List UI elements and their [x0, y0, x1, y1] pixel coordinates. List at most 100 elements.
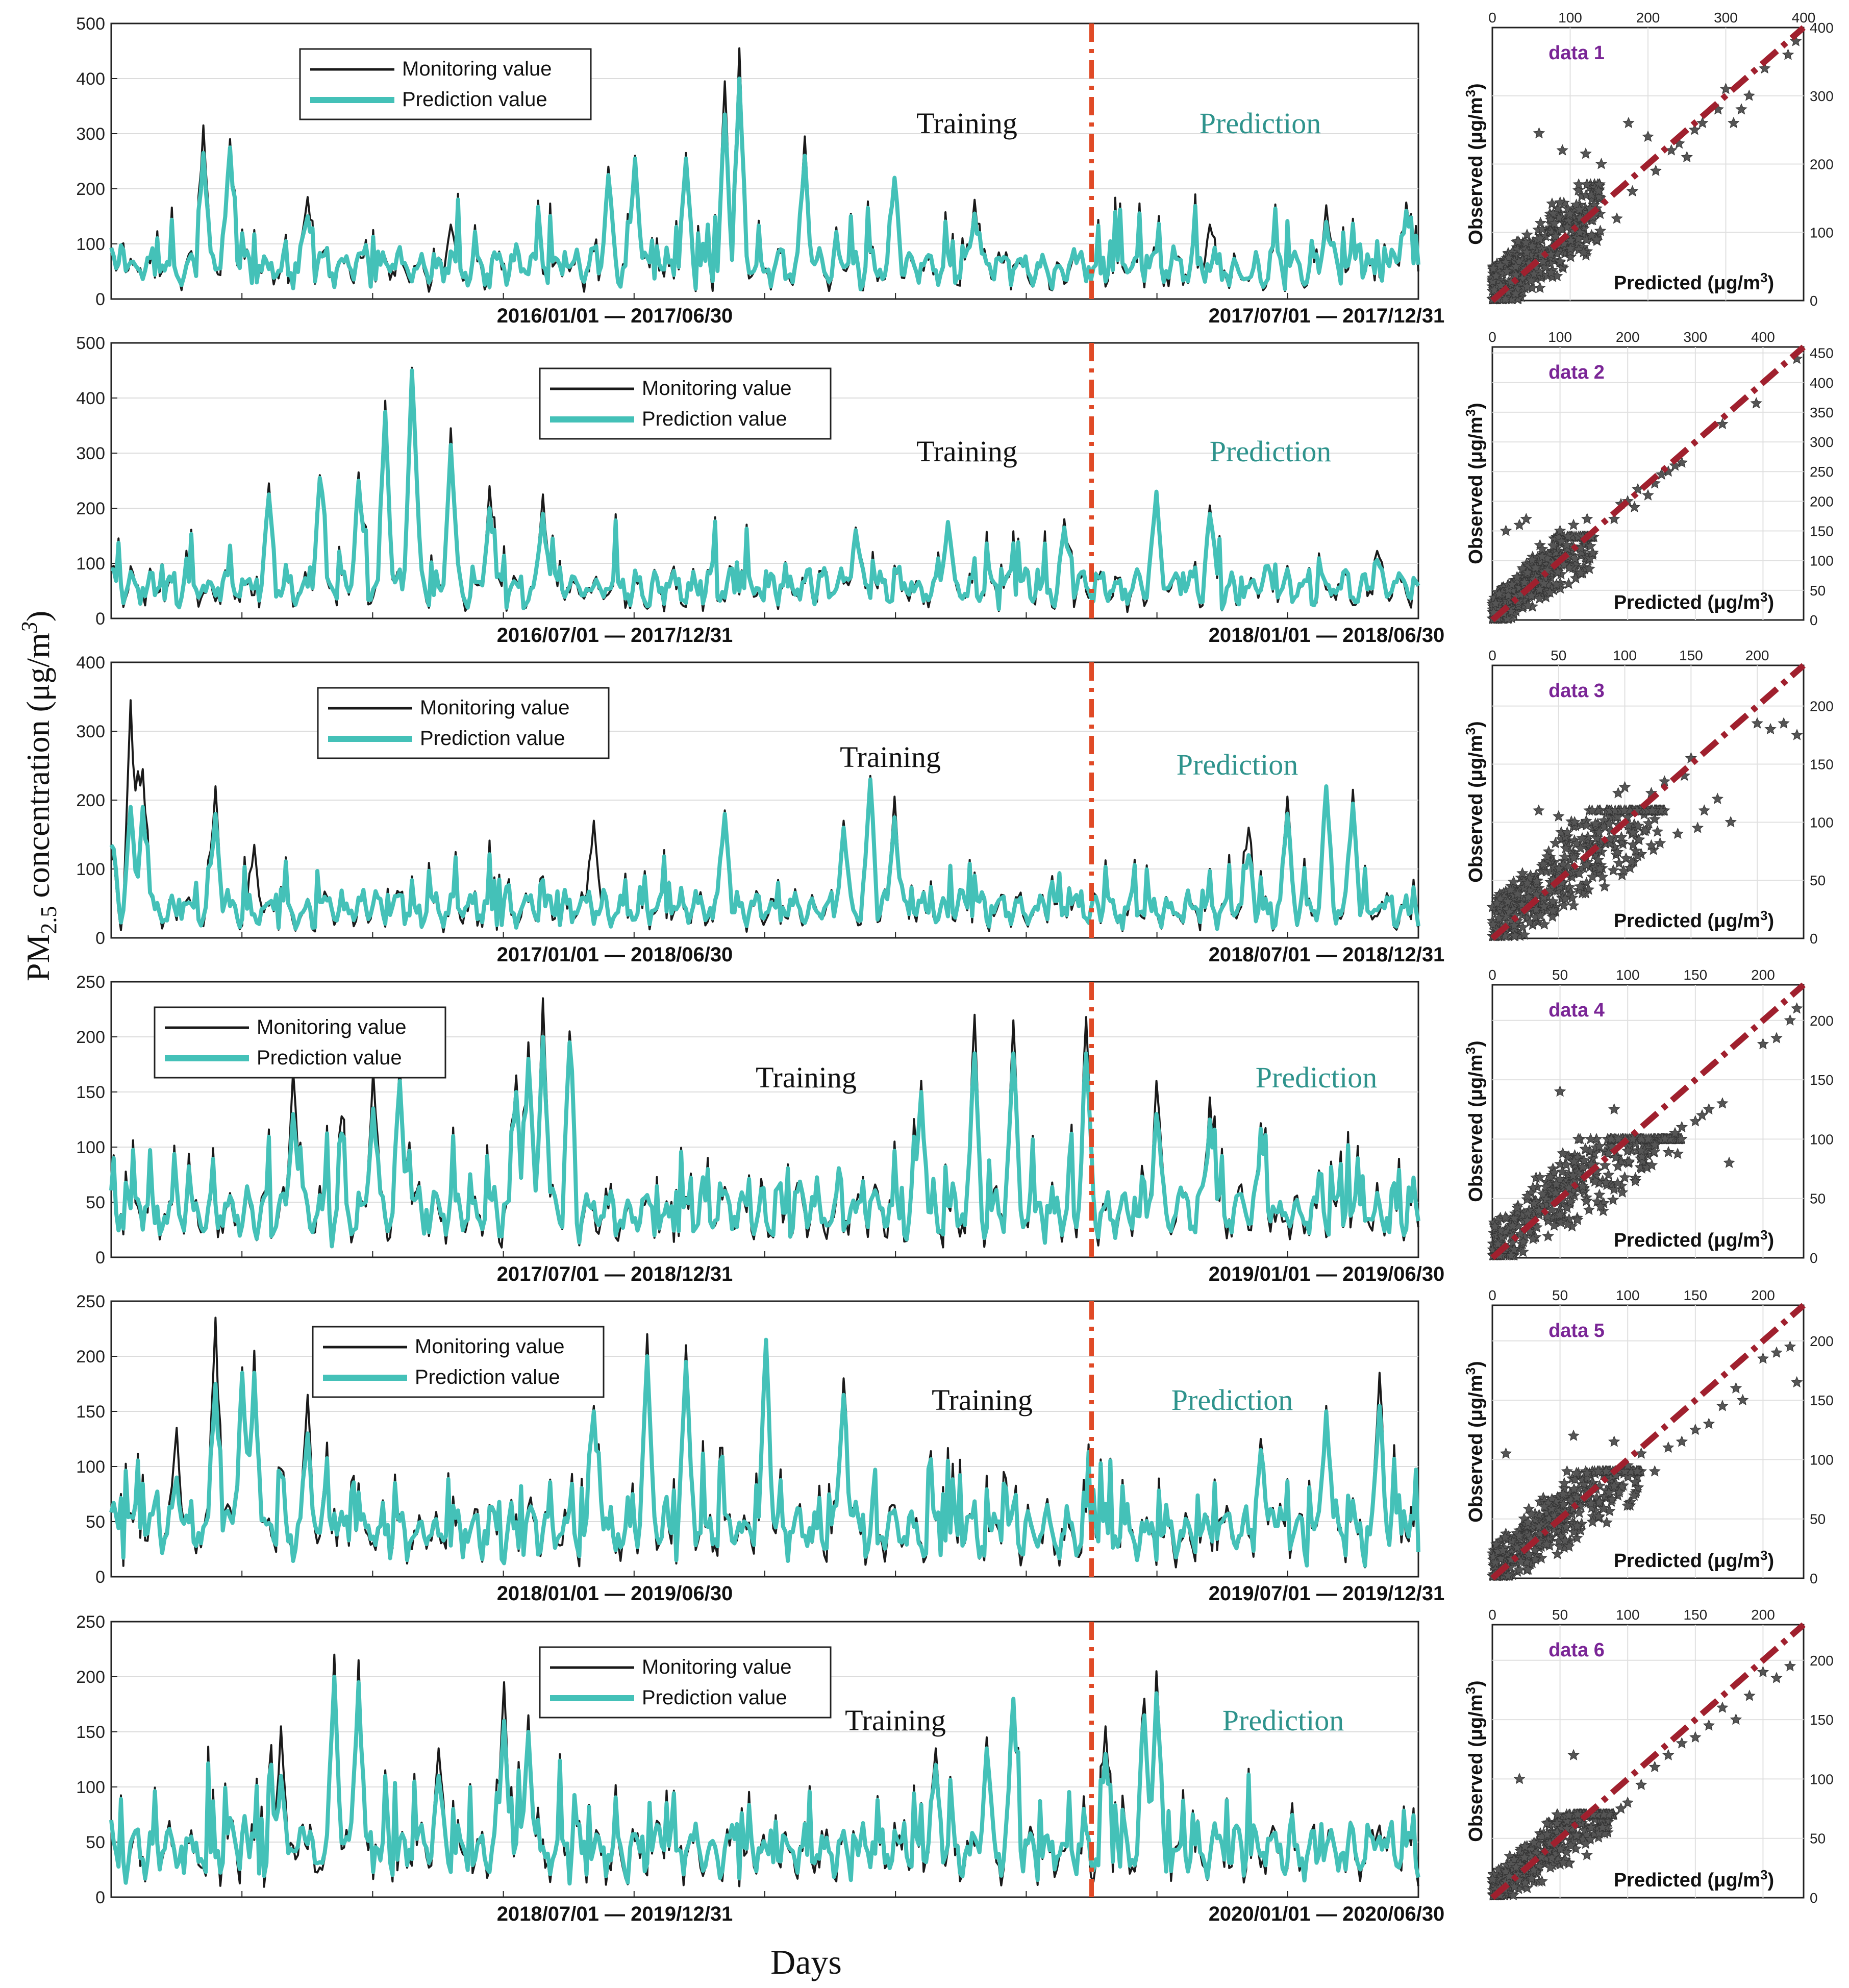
- y-tick-label: 0: [95, 929, 105, 948]
- scatter-point: [1607, 864, 1619, 876]
- scatter-x-tick-label: 100: [1616, 967, 1640, 983]
- scatter-dataset-label: data 4: [1548, 1000, 1605, 1021]
- training-period-label: 2018/01/01 — 2019/06/30: [497, 1582, 733, 1605]
- scatter-x-tick-label: 200: [1751, 1607, 1775, 1623]
- scatter-point: [1784, 1014, 1796, 1026]
- scatter-x-label: Predicted (μg/m3): [1614, 1227, 1774, 1251]
- scatter-point: [1561, 220, 1573, 232]
- scatter-x-tick-label: 100: [1616, 1287, 1640, 1303]
- scatter-point: [1648, 813, 1661, 825]
- scatter-point: [1533, 127, 1545, 139]
- prediction-period-label: 2019/01/01 — 2019/06/30: [1209, 1263, 1445, 1285]
- identity-line: [1490, 663, 1806, 941]
- scatter-x-tick-label: 200: [1751, 967, 1775, 983]
- scatter-point: [1518, 1851, 1531, 1863]
- scatter-x-tick-label: 100: [1613, 648, 1637, 663]
- scatter-point: [1547, 207, 1559, 219]
- scatter-point: [1569, 552, 1581, 564]
- scatter-point: [1506, 578, 1518, 590]
- scatter-point: [1627, 1133, 1639, 1145]
- scatter-point: [1583, 562, 1595, 574]
- scatter-point: [1534, 909, 1547, 921]
- timeseries-chart-2: 0 100 200 300 400 500 Monitoring value Predicti…: [76, 334, 1444, 647]
- scatter-point: [1631, 1465, 1643, 1477]
- identity-line: [1490, 1303, 1806, 1581]
- scatter-point: [1531, 875, 1543, 887]
- scatter-point: [1583, 1203, 1595, 1215]
- training-period-label: 2016/07/01 — 2017/12/31: [497, 624, 733, 647]
- scatter-point: [1621, 1499, 1634, 1511]
- scatter-point: [1568, 816, 1581, 828]
- y-tick-label: 200: [76, 180, 105, 199]
- legend-box: [317, 687, 610, 759]
- scatter-y-tick-label: 100: [1810, 814, 1834, 830]
- scatter-point: [1592, 1465, 1605, 1477]
- scatter-point: [1554, 255, 1566, 267]
- legend-monitoring-label: Monitoring value: [415, 1335, 565, 1358]
- scatter-point: [1689, 1423, 1702, 1435]
- scatter-point: [1592, 185, 1605, 196]
- scatter-point: [1645, 839, 1658, 851]
- scatter-plot-1: 0 100 200 300 400 0 100 200 300 400 data 1 Predicte…: [1463, 10, 1834, 309]
- scatter-point: [1696, 1109, 1708, 1121]
- scatter-point: [1598, 880, 1611, 892]
- training-period-label: 2018/07/01 — 2019/12/31: [497, 1903, 733, 1925]
- scatter-x-tick-label: 150: [1679, 648, 1703, 663]
- legend: Monitoring value Prediction value: [299, 48, 592, 120]
- scatter-y-tick-label: 200: [1810, 493, 1834, 509]
- scatter-point: [1511, 1205, 1524, 1217]
- scatter-point: [1529, 561, 1542, 573]
- scatter-point: [1719, 83, 1732, 94]
- training-period-label: 2016/01/01 — 2017/06/30: [497, 305, 733, 327]
- scatter-plot-3: 0 50 100 150 200 0 50 100 150 200 data 3 Predicted …: [1463, 648, 1834, 947]
- scatter-point: [1561, 1465, 1573, 1477]
- scatter-point: [1556, 144, 1568, 156]
- scatter-point: [1512, 235, 1525, 247]
- scatter-point: [1790, 35, 1802, 46]
- scatter-point: [1750, 397, 1762, 409]
- scatter-point: [1571, 1532, 1583, 1544]
- scatter-point: [1567, 1429, 1580, 1441]
- scatter-point: [1508, 1212, 1520, 1224]
- scatter-point: [1621, 1145, 1634, 1156]
- scatter-point: [1669, 459, 1681, 471]
- prediction-label: Prediction: [1256, 1061, 1377, 1094]
- scatter-point: [1493, 587, 1506, 600]
- scatter-point: [1616, 835, 1628, 847]
- y-tick-label: 250: [76, 1292, 105, 1311]
- scatter-point: [1492, 1238, 1504, 1250]
- scatter-point: [1527, 1232, 1539, 1245]
- scatter-point: [1587, 546, 1599, 558]
- scatter-point: [1586, 804, 1598, 816]
- y-axis-title: PM2.5 concentration (μg/m3): [17, 611, 61, 981]
- scatter-point: [1502, 1569, 1514, 1581]
- y-tick-label: 100: [76, 235, 105, 254]
- prediction-period-label: 2018/01/01 — 2018/06/30: [1209, 624, 1445, 647]
- scatter-x-tick-label: 50: [1552, 1287, 1568, 1303]
- scatter-point: [1533, 1204, 1545, 1216]
- legend-box: [539, 1646, 832, 1719]
- scatter-point: [1618, 781, 1631, 792]
- scatter-point: [1594, 225, 1607, 236]
- scatter-point: [1554, 196, 1566, 208]
- scatter-x-tick-label: 0: [1488, 648, 1496, 663]
- scatter-point: [1703, 1719, 1715, 1731]
- scatter-point: [1547, 539, 1560, 551]
- scatter-point: [1513, 1529, 1526, 1541]
- scatter-point: [1629, 844, 1642, 856]
- scatter-point: [1791, 1376, 1803, 1388]
- scatter-point: [1576, 832, 1588, 844]
- scatter-point: [1573, 867, 1586, 879]
- scatter-point: [1486, 1873, 1499, 1885]
- scatter-point: [1500, 1447, 1512, 1459]
- scatter-point: [1665, 144, 1678, 156]
- scatter-plot-6: 0 50 100 150 200 0 50 100 150 200 data 6 Predicted …: [1463, 1607, 1834, 1906]
- y-tick-label: 400: [76, 69, 105, 89]
- scatter-point: [1510, 268, 1522, 280]
- scatter-point: [1599, 1159, 1611, 1171]
- prediction-period-label: 2019/07/01 — 2019/12/31: [1209, 1582, 1445, 1605]
- scatter-point: [1557, 1498, 1569, 1510]
- scatter-point: [1626, 185, 1639, 196]
- scatter-point: [1561, 538, 1573, 551]
- scatter-point: [1730, 1713, 1742, 1725]
